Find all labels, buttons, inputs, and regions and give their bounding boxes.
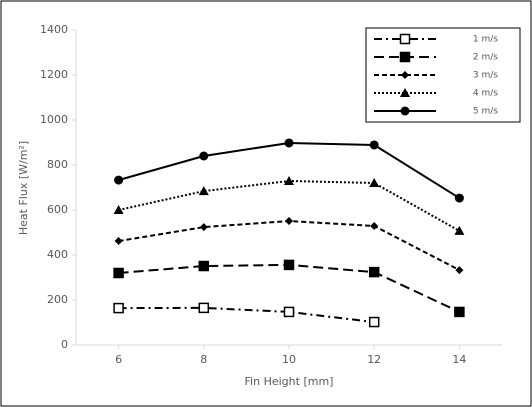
marker xyxy=(284,138,294,148)
y-tick-label: 400 xyxy=(47,248,68,261)
x-tick-label: 10 xyxy=(282,353,296,366)
x-tick-label: 14 xyxy=(452,353,466,366)
legend-label: 3 m/s xyxy=(473,71,498,81)
marker xyxy=(401,71,409,79)
marker xyxy=(369,178,380,187)
marker xyxy=(198,302,210,314)
y-tick-label: 1400 xyxy=(40,23,68,36)
y-tick-label: 200 xyxy=(47,293,68,306)
marker xyxy=(369,140,379,150)
marker xyxy=(199,223,208,232)
marker xyxy=(399,33,411,45)
y-tick-label: 1200 xyxy=(40,68,68,81)
series-line xyxy=(118,306,375,324)
marker xyxy=(368,266,380,278)
marker xyxy=(400,88,410,97)
x-tick-label: 12 xyxy=(367,353,381,366)
marker xyxy=(368,316,380,328)
y-tick-label: 800 xyxy=(47,158,68,171)
marker xyxy=(114,237,123,246)
legend-label: 4 m/s xyxy=(473,89,498,99)
marker xyxy=(454,306,465,318)
marker xyxy=(198,186,209,196)
legend-label: 1 m/s xyxy=(473,35,498,45)
marker xyxy=(399,51,411,63)
marker xyxy=(285,217,293,226)
marker xyxy=(113,267,124,279)
marker xyxy=(455,266,464,275)
x-tick-label: 6 xyxy=(115,353,122,366)
marker xyxy=(113,205,124,214)
marker xyxy=(199,151,209,161)
y-tick-label: 0 xyxy=(61,338,68,351)
marker xyxy=(283,259,295,271)
y-axis-label: Heat Flux [W/m²] xyxy=(17,141,30,235)
y-tick-label: 1000 xyxy=(40,113,68,126)
y-tick-label: 600 xyxy=(47,203,68,216)
legend-label: 5 m/s xyxy=(473,107,498,117)
marker xyxy=(198,260,210,272)
x-axis-label: Fin Height [mm] xyxy=(245,375,334,388)
marker xyxy=(114,175,124,185)
marker xyxy=(454,193,464,203)
marker xyxy=(370,221,379,230)
marker xyxy=(113,302,124,314)
x-tick-label: 8 xyxy=(200,353,207,366)
legend-label: 2 m/s xyxy=(473,53,498,63)
marker xyxy=(283,306,295,318)
marker xyxy=(284,175,294,185)
marker xyxy=(400,106,410,116)
marker xyxy=(454,225,465,235)
